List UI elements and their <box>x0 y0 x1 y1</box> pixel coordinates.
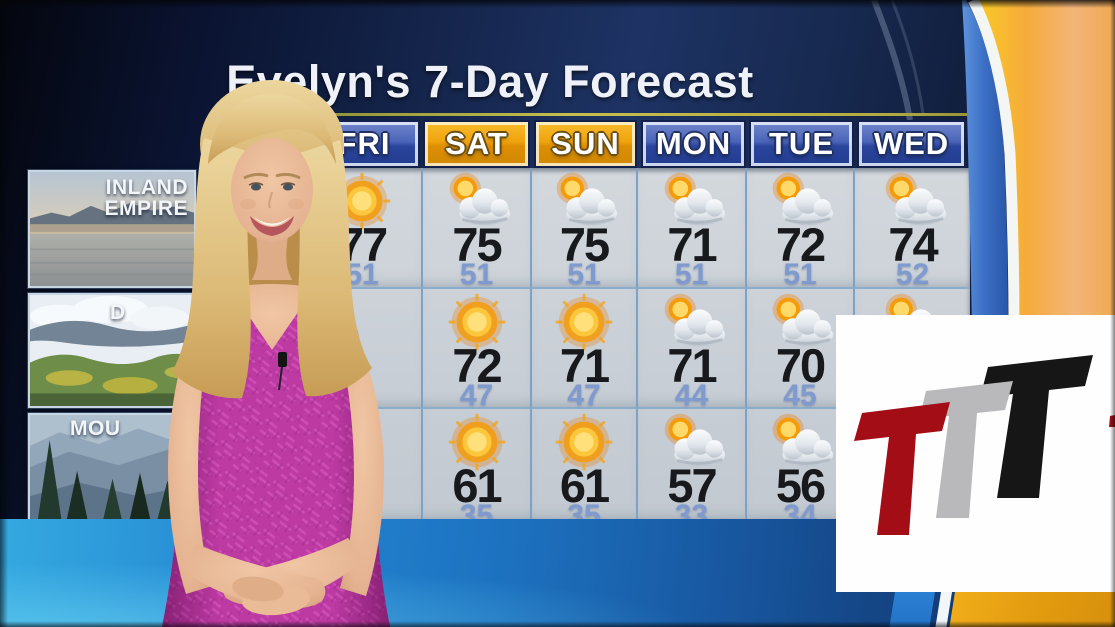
mountains-photo <box>30 415 194 526</box>
low-temp: 51 <box>783 258 817 291</box>
neck <box>252 228 292 280</box>
forecast-cell: 61 35 <box>532 409 638 531</box>
forecast-cell: 70 45 <box>747 289 855 412</box>
high-temp: 70 <box>775 339 826 392</box>
high-temp: 61 <box>452 459 502 512</box>
day-label: WED <box>873 126 950 161</box>
day-header-sun: SUN <box>534 120 637 168</box>
high-temp: 71 <box>667 218 717 271</box>
face-features <box>240 172 304 236</box>
blue-curve-band <box>962 0 1008 332</box>
forecast-cell: 71 44 <box>638 289 747 412</box>
day-header-sat: SAT <box>423 120 530 168</box>
high-temp: 74 <box>888 218 938 271</box>
logo-letter-t-red <box>854 402 950 535</box>
forecast-cell: 71 47 <box>532 289 638 412</box>
low-temp: 51 <box>459 258 494 291</box>
day-label: SUN <box>551 126 620 161</box>
region-label: INLAND EMPIRE <box>104 176 188 220</box>
white-curve-line <box>968 0 1020 332</box>
day-label: TUE <box>769 126 834 161</box>
face <box>231 138 313 242</box>
high-temp: 56 <box>775 459 826 512</box>
logo-letter-t-black <box>980 355 1093 498</box>
header-divider-line <box>295 113 992 116</box>
ttt-logo <box>854 355 1115 535</box>
low-temp: 52 <box>895 258 930 291</box>
high-temp: 71 <box>559 339 610 392</box>
forecast-cell: 75 51 <box>423 168 532 291</box>
station-logo-box <box>836 315 1115 592</box>
hills-photo <box>30 295 194 406</box>
low-temp: 51 <box>674 258 709 291</box>
high-temp: 72 <box>775 218 826 271</box>
day-label: SAT <box>445 126 508 161</box>
day-header-wed: WED <box>857 120 966 168</box>
studio-arc-lines <box>871 0 925 121</box>
high-temp: 75 <box>452 218 502 271</box>
high-temp: 71 <box>667 339 717 392</box>
high-temp: 72 <box>452 339 502 392</box>
low-temp: 51 <box>567 258 601 291</box>
high-temp: 75 <box>559 218 610 271</box>
day-header-mon: MON <box>641 120 746 168</box>
high-temp: 57 <box>667 459 717 512</box>
valley-photo <box>30 172 194 286</box>
day-label: FRI <box>337 126 391 161</box>
forecast-cell: 75 51 <box>532 168 638 291</box>
day-header-tue: TUE <box>749 120 854 168</box>
forecast-cell: 57 33 <box>638 409 747 531</box>
logo-edge-notch <box>1109 415 1115 427</box>
lapel-microphone <box>278 352 287 391</box>
forecast-cell: 72 47 <box>423 289 532 412</box>
region-photo-two: D <box>28 293 196 408</box>
forecast-cell <box>303 409 423 520</box>
weather-anchor <box>162 80 390 627</box>
arms <box>168 336 384 616</box>
forecast-cell: 71 51 <box>638 168 747 291</box>
region-label: D <box>110 301 126 324</box>
low-temp: 47 <box>567 379 601 412</box>
forecast-cell: 72 51 <box>747 168 855 291</box>
region-photo-inland-empire: INLAND EMPIRE <box>28 170 196 288</box>
low-temp: 47 <box>459 379 494 412</box>
high-temp: 61 <box>559 459 610 512</box>
region-label: MOU <box>70 417 121 440</box>
day-label: MON <box>655 126 732 161</box>
low-temp: 44 <box>674 379 709 412</box>
low-temp: 45 <box>783 379 817 412</box>
gold-panel <box>979 0 1115 332</box>
hair-front <box>172 138 372 399</box>
hair-fringe <box>208 94 336 164</box>
forecast-cell: 74 52 <box>855 168 970 291</box>
set-curve-decoration <box>962 0 1115 332</box>
